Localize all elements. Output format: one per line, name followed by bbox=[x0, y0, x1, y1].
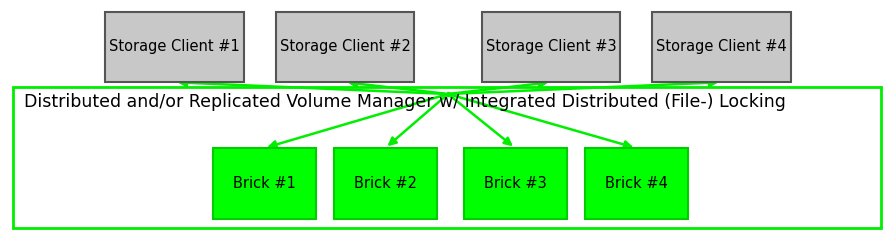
Text: Brick #3: Brick #3 bbox=[484, 176, 547, 191]
FancyBboxPatch shape bbox=[13, 87, 881, 228]
Text: Distributed and/or Replicated Volume Manager w/ Integrated Distributed (File-) L: Distributed and/or Replicated Volume Man… bbox=[24, 93, 786, 111]
FancyBboxPatch shape bbox=[334, 148, 437, 219]
Text: Brick #2: Brick #2 bbox=[354, 176, 417, 191]
Text: Storage Client #3: Storage Client #3 bbox=[486, 39, 616, 55]
FancyBboxPatch shape bbox=[585, 148, 688, 219]
Text: Storage Client #2: Storage Client #2 bbox=[280, 39, 410, 55]
Text: Storage Client #1: Storage Client #1 bbox=[109, 39, 240, 55]
FancyBboxPatch shape bbox=[276, 12, 415, 82]
Text: Brick #4: Brick #4 bbox=[605, 176, 668, 191]
FancyBboxPatch shape bbox=[482, 12, 621, 82]
Text: Brick #1: Brick #1 bbox=[233, 176, 296, 191]
FancyBboxPatch shape bbox=[652, 12, 791, 82]
FancyBboxPatch shape bbox=[464, 148, 566, 219]
FancyBboxPatch shape bbox=[213, 148, 316, 219]
FancyBboxPatch shape bbox=[106, 12, 244, 82]
Text: Storage Client #4: Storage Client #4 bbox=[656, 39, 787, 55]
